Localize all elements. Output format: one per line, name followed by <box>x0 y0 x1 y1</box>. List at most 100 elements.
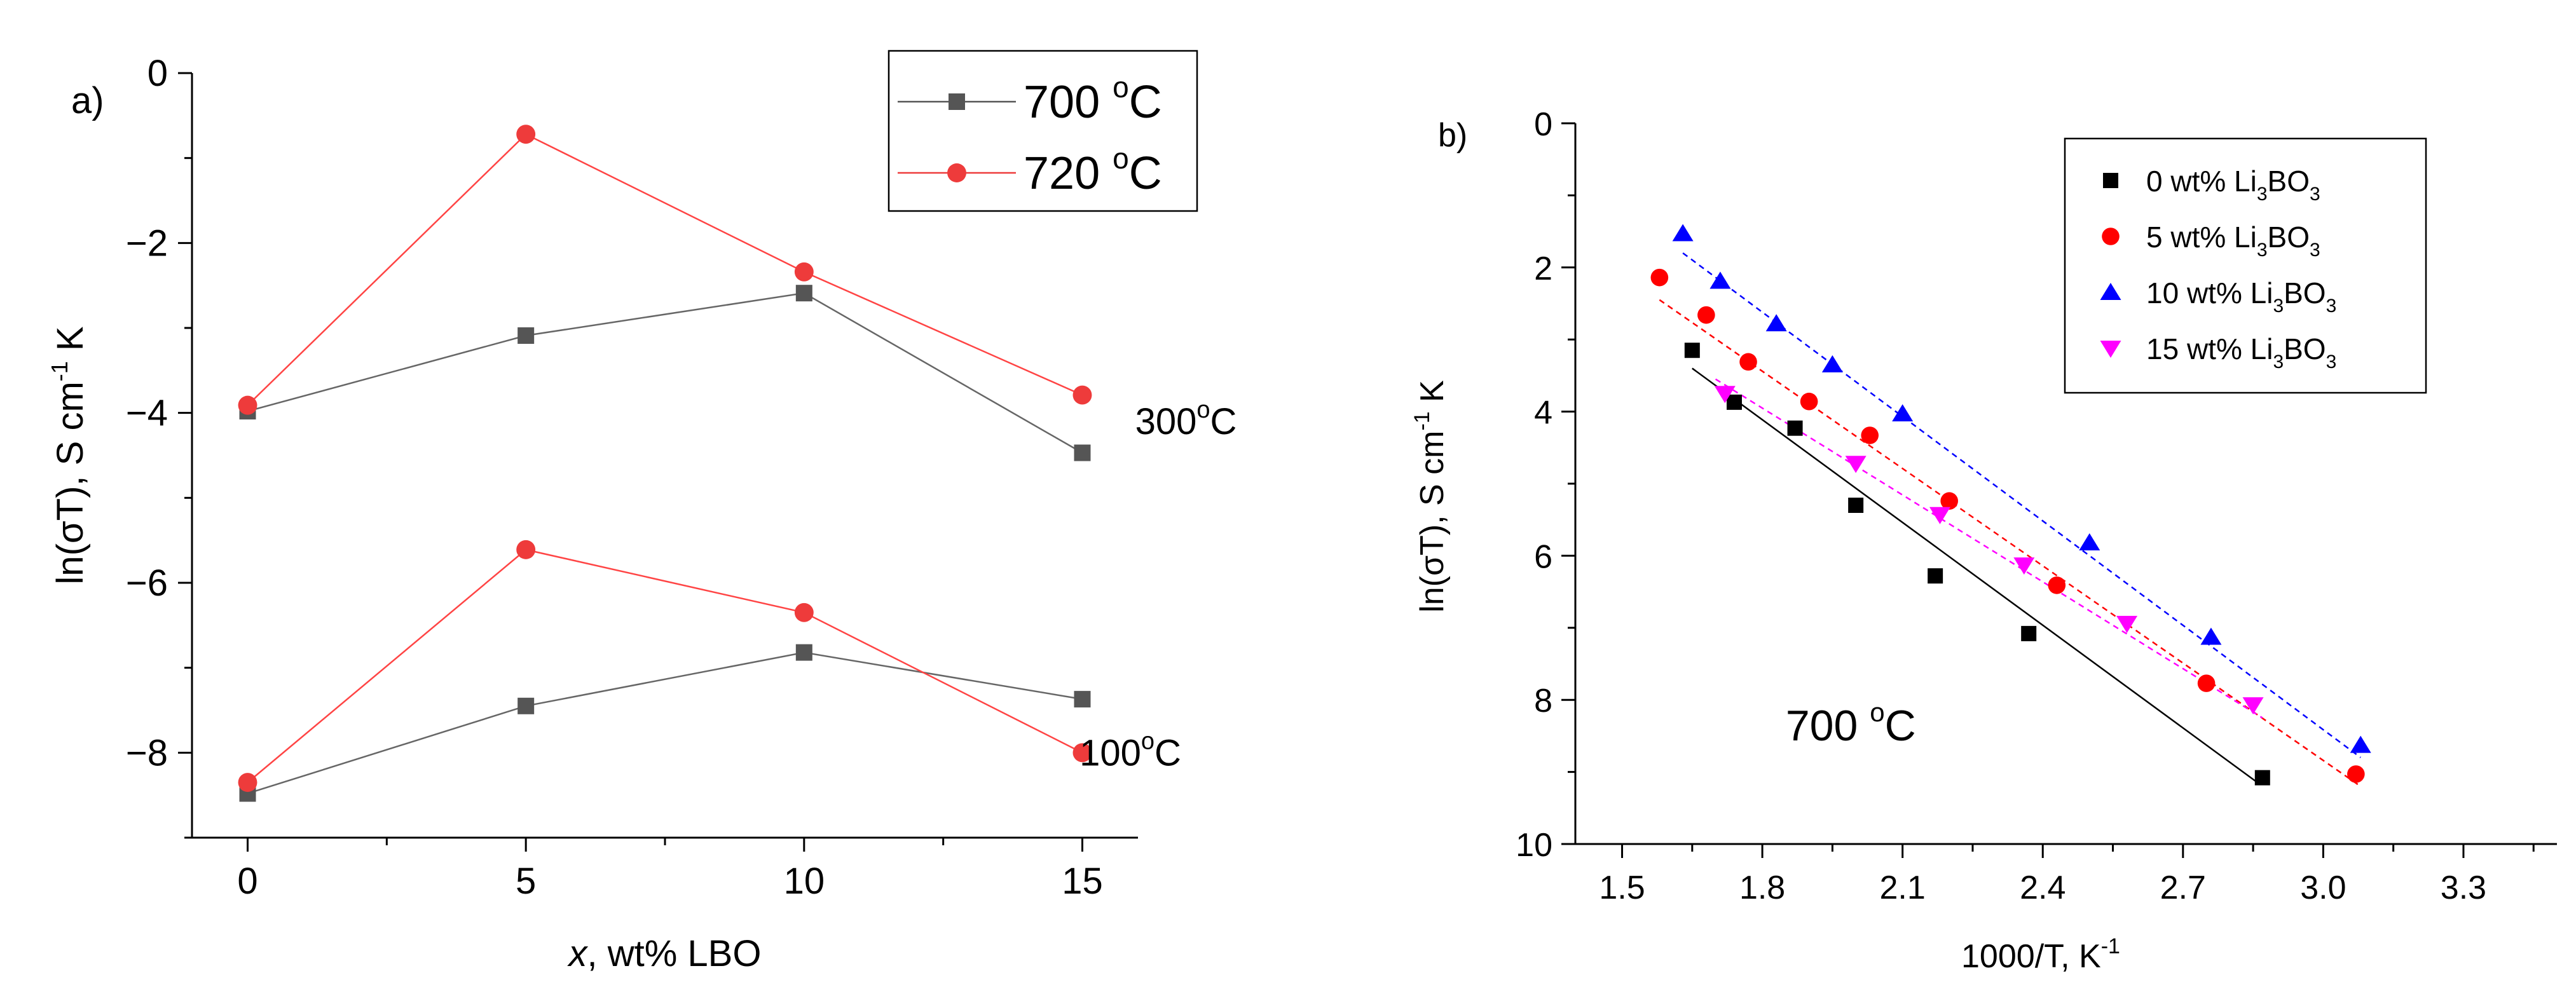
data-point <box>1739 353 1757 371</box>
x-tick-label: 2.4 <box>2020 869 2066 906</box>
annotation-label: 300oC <box>1135 397 1237 442</box>
legend-label-sub: 3 <box>2326 351 2337 372</box>
legend-label-unit: C <box>1129 77 1162 128</box>
x-tick-label: 3.3 <box>2441 869 2486 906</box>
y-axis-label: ln(σT), S cm-1 K <box>1410 380 1451 613</box>
y-axis-label-tail: K <box>50 326 91 361</box>
legend-marker <box>947 163 966 182</box>
data-point <box>2116 615 2138 633</box>
y-axis-label-text: ln(σT), S cm <box>1414 431 1451 613</box>
legend-label: 700 oC <box>1024 71 1162 128</box>
data-point <box>794 262 814 282</box>
series-line <box>247 651 1083 794</box>
x-tick-label: 5 <box>516 861 536 902</box>
legend-label-mid: BO <box>2284 332 2326 365</box>
panel-label: a) <box>71 80 104 121</box>
legend-label: 720 oC <box>1024 142 1162 199</box>
x-tick-label: 0 <box>237 861 257 902</box>
annotation-tail: C <box>1154 732 1181 773</box>
x-axis-label-text: , wt% LBO <box>587 933 762 974</box>
x-tick-label: 1.8 <box>1739 869 1785 906</box>
data-point <box>1726 394 1742 410</box>
y-axis-label: ln(σT), S cm-1 K <box>46 326 91 584</box>
annotation-text: 100 <box>1079 732 1141 773</box>
x-axis-label-text: 1000/T, K <box>1961 938 2101 975</box>
legend-label-sub: 3 <box>2310 184 2320 205</box>
y-tick-label: −8 <box>126 732 168 773</box>
data-point <box>2021 625 2037 641</box>
y-axis-label-sup: -1 <box>1410 411 1434 430</box>
annotation-label: 700 oC <box>1786 697 1916 750</box>
series-line <box>247 548 1083 784</box>
annotation-text: 300 <box>1135 401 1197 442</box>
data-point <box>1074 691 1091 708</box>
data-point <box>794 603 814 622</box>
data-point <box>1821 355 1843 372</box>
legend-label-text: 720 <box>1024 148 1113 199</box>
data-point <box>1709 271 1731 289</box>
legend-label: 5 wt% Li3BO3 <box>2146 221 2320 261</box>
data-point <box>2197 674 2216 692</box>
x-axis-label-sup: -1 <box>2101 934 2120 958</box>
legend-label-sub: 3 <box>2273 351 2284 372</box>
annotation-tail: C <box>1885 702 1916 750</box>
panel-label: b) <box>1438 117 1467 154</box>
annotation-label: 100oC <box>1079 728 1181 773</box>
y-axis-label-sup: -1 <box>46 361 72 381</box>
annotation-tail: C <box>1210 401 1237 442</box>
fit-line <box>1682 252 2361 758</box>
data-point <box>795 644 812 661</box>
x-tick-label: 10 <box>784 861 825 902</box>
x-axis-label: 1000/T, K-1 <box>1961 934 2120 975</box>
legend-label: 10 wt% Li3BO3 <box>2146 276 2336 317</box>
legend-label-text: 5 wt% Li <box>2146 221 2257 254</box>
data-point <box>2048 576 2066 594</box>
data-point <box>1845 456 1867 473</box>
legend-label-sub: 3 <box>2326 296 2337 317</box>
y-tick-label: 6 <box>1534 538 1552 575</box>
data-point <box>2079 533 2100 550</box>
legend-label-text: 700 <box>1024 77 1113 128</box>
y-tick-label: −4 <box>126 393 168 434</box>
legend-label-mid: BO <box>2268 221 2310 254</box>
data-point <box>2347 765 2365 783</box>
series-line <box>247 292 1083 454</box>
legend-label-mid: BO <box>2268 165 2310 198</box>
legend-label-sub: 3 <box>2273 296 2284 317</box>
series-line <box>247 133 1083 406</box>
legend-box <box>887 50 1198 212</box>
data-point <box>2242 697 2264 715</box>
legend-label-text: 0 wt% Li <box>2146 165 2257 198</box>
legend-label-text: 15 wt% Li <box>2146 332 2273 365</box>
data-point <box>1072 743 1092 763</box>
data-point <box>517 697 535 714</box>
data-point <box>238 773 257 793</box>
legend-marker <box>2100 341 2121 358</box>
legend-label: 0 wt% Li3BO3 <box>2146 165 2320 205</box>
data-point <box>517 327 535 344</box>
legend-label: 15 wt% Li3BO3 <box>2146 332 2336 372</box>
legend-marker <box>2102 228 2120 245</box>
data-point <box>516 540 536 559</box>
y-tick-label: 0 <box>1534 106 1552 143</box>
y-tick-label: 10 <box>1516 827 1552 864</box>
x-axis-label: x, wt% LBO <box>567 933 762 974</box>
annotation-sup: o <box>1141 728 1154 754</box>
y-axis-label-text: ln(σT), S cm <box>50 381 91 584</box>
data-point <box>2254 770 2270 786</box>
legend-marker <box>949 93 965 110</box>
fit-line <box>1715 378 2263 719</box>
legend-label-text: 10 wt% Li <box>2146 276 2273 310</box>
y-tick-label: 8 <box>1534 683 1552 719</box>
x-tick-label: 15 <box>1062 861 1103 902</box>
legend-label-sub: 3 <box>2310 240 2320 261</box>
data-point <box>1697 306 1715 324</box>
x-tick-label: 2.7 <box>2160 869 2206 906</box>
x-tick-label: 2.1 <box>1880 869 1926 906</box>
data-point <box>1672 224 1694 242</box>
data-point <box>795 285 812 302</box>
legend-box <box>2064 137 2427 394</box>
data-point <box>1848 498 1864 514</box>
annotation-sup: o <box>1196 397 1210 423</box>
